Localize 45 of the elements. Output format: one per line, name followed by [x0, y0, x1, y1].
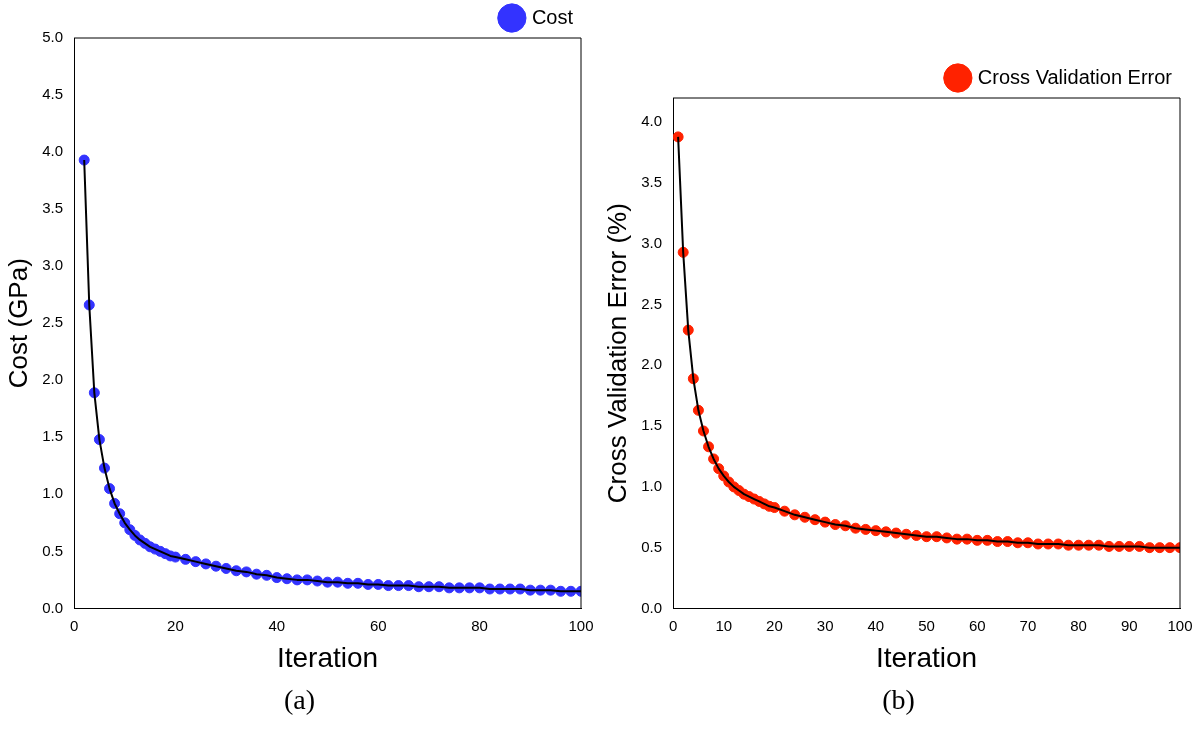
- x-tick-label: 0: [668, 616, 678, 634]
- x-tick-label: 80: [471, 616, 488, 634]
- y-axis-title: Cost (GPa): [2, 258, 33, 389]
- y-tick-label: 1.5: [641, 416, 663, 434]
- x-axis-title: Iteration: [875, 641, 978, 673]
- y-tick-label: 0.0: [641, 598, 663, 616]
- y-tick-label: 2.0: [641, 355, 663, 373]
- y-tick-label: 1.5: [42, 427, 64, 445]
- x-tick-label: 10: [715, 616, 733, 634]
- y-tick-label: 5.0: [42, 28, 64, 46]
- y-tick-label: 3.0: [42, 256, 64, 274]
- y-tick-label: 2.5: [42, 313, 64, 331]
- y-tick-label: 0.5: [42, 541, 64, 559]
- legend-label: Cost: [531, 5, 574, 28]
- y-tick-label: 4.0: [42, 142, 64, 160]
- x-tick-label: 40: [867, 616, 885, 634]
- x-tick-label: 40: [268, 616, 286, 634]
- text: (b): [881, 684, 916, 716]
- y-axis-title: Cross Validation Error (%): [601, 203, 632, 504]
- y-tick-label: 4.0: [641, 112, 663, 130]
- y-tick-label: 3.0: [641, 233, 663, 251]
- x-tick-label: 80: [1070, 616, 1087, 634]
- x-tick-label: 50: [918, 616, 935, 634]
- legend-label: Cross Validation Error: [977, 65, 1173, 88]
- x-tick-label: 30: [816, 616, 834, 634]
- y-tick-label: 3.5: [641, 173, 663, 191]
- text: (a): [282, 684, 317, 716]
- x-tick-label: 0: [69, 616, 79, 634]
- y-tick-label: 2.5: [641, 294, 663, 312]
- y-tick-label: 1.0: [42, 484, 64, 502]
- x-axis-title: Iteration: [276, 641, 379, 673]
- y-tick-label: 0.5: [641, 537, 663, 555]
- x-tick-label: 100: [1167, 616, 1193, 634]
- x-tick-label: 70: [1019, 616, 1037, 634]
- y-tick-label: 2.0: [42, 370, 64, 388]
- x-tick-label: 60: [369, 616, 387, 634]
- y-tick-label: 1.0: [641, 477, 663, 495]
- y-tick-label: 4.5: [42, 85, 64, 103]
- y-tick-label: 0.0: [42, 598, 64, 616]
- x-tick-label: 100: [568, 616, 594, 634]
- x-tick-label: 20: [766, 616, 783, 634]
- y-tick-label: 3.5: [42, 199, 64, 217]
- x-tick-label: 60: [968, 616, 986, 634]
- x-tick-label: 20: [167, 616, 184, 634]
- x-tick-label: 90: [1120, 616, 1138, 634]
